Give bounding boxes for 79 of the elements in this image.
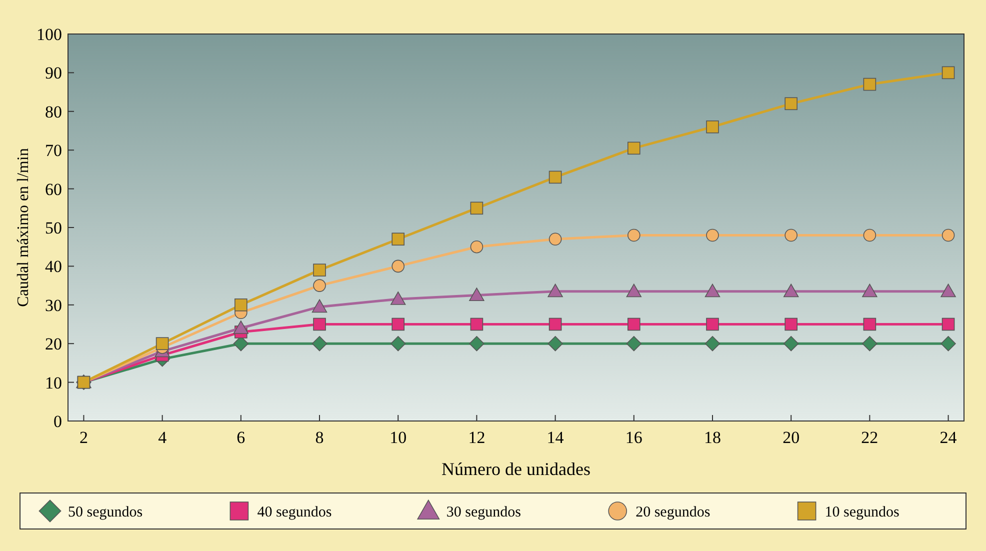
point: [470, 318, 484, 331]
point: [548, 232, 562, 246]
point: [942, 228, 955, 242]
point: [704, 284, 720, 298]
point: [942, 66, 955, 80]
x-tick-label: 22: [861, 428, 878, 447]
point: [392, 260, 405, 273]
point: [390, 336, 406, 352]
point: [863, 318, 876, 331]
y-tick-label: 70: [45, 141, 62, 160]
point: [233, 320, 249, 334]
point: [313, 279, 326, 292]
legend-label: 40 segundos: [257, 504, 332, 520]
point: [706, 120, 719, 134]
point: [470, 240, 484, 254]
point: [942, 318, 955, 331]
y-tick-label: 40: [45, 257, 62, 276]
x-tick-label: 2: [79, 428, 88, 447]
point: [784, 228, 798, 242]
x-tick-label: 12: [468, 428, 486, 447]
point: [706, 318, 719, 331]
legend-label: 30 segundos: [446, 504, 522, 520]
point: [783, 336, 799, 352]
point: [470, 202, 484, 215]
point: [704, 336, 720, 352]
point: [548, 318, 562, 331]
point: [392, 318, 405, 331]
legend-label: 20 segundos: [636, 504, 710, 520]
y-tick-label: 100: [36, 24, 62, 44]
point: [390, 291, 406, 305]
x-tick-label: 6: [236, 428, 246, 447]
point: [469, 288, 484, 302]
x-tick-label: 24: [940, 428, 958, 447]
point: [626, 336, 642, 352]
point: [626, 284, 642, 298]
y-tick-label: 80: [45, 102, 62, 122]
point: [548, 170, 562, 184]
y-tick-label: 60: [45, 180, 62, 199]
legend-label: 50 segundos: [68, 504, 143, 520]
point: [940, 284, 956, 298]
x-tick-label: 16: [625, 428, 642, 447]
point: [862, 336, 878, 352]
x-tick-label: 20: [782, 428, 800, 447]
point: [784, 97, 798, 110]
x-tick-label: 10: [390, 428, 407, 447]
point: [312, 336, 328, 352]
point: [469, 336, 484, 352]
y-axis-title: Caudal máximo en l/min: [15, 148, 32, 307]
point: [548, 284, 563, 298]
point: [784, 318, 798, 331]
x-tick-label: 18: [704, 428, 721, 447]
x-tick-label: 14: [546, 428, 564, 447]
y-tick-label: 50: [45, 218, 62, 238]
y-tick-label: 0: [54, 412, 62, 431]
x-axis-title: Número de unidades: [442, 459, 590, 479]
y-tick-label: 90: [45, 64, 62, 83]
point: [312, 299, 328, 313]
y-tick-label: 20: [45, 334, 62, 354]
x-tick-label: 4: [158, 428, 168, 447]
point: [233, 336, 249, 352]
point: [313, 318, 326, 331]
point: [627, 142, 640, 155]
point: [627, 318, 640, 331]
point: [940, 336, 956, 352]
point: [234, 298, 248, 312]
point: [313, 264, 326, 276]
legend-label: 10 segundos: [824, 504, 900, 520]
point: [862, 284, 878, 298]
y-tick-label: 30: [45, 296, 62, 315]
point: [783, 284, 799, 298]
point: [548, 336, 563, 352]
point: [156, 337, 169, 350]
point: [627, 228, 640, 242]
point: [392, 232, 405, 246]
point: [706, 228, 719, 242]
y-tick-label: 10: [45, 373, 62, 392]
x-tick-label: 8: [315, 428, 324, 447]
point: [863, 228, 876, 242]
point: [863, 78, 876, 91]
